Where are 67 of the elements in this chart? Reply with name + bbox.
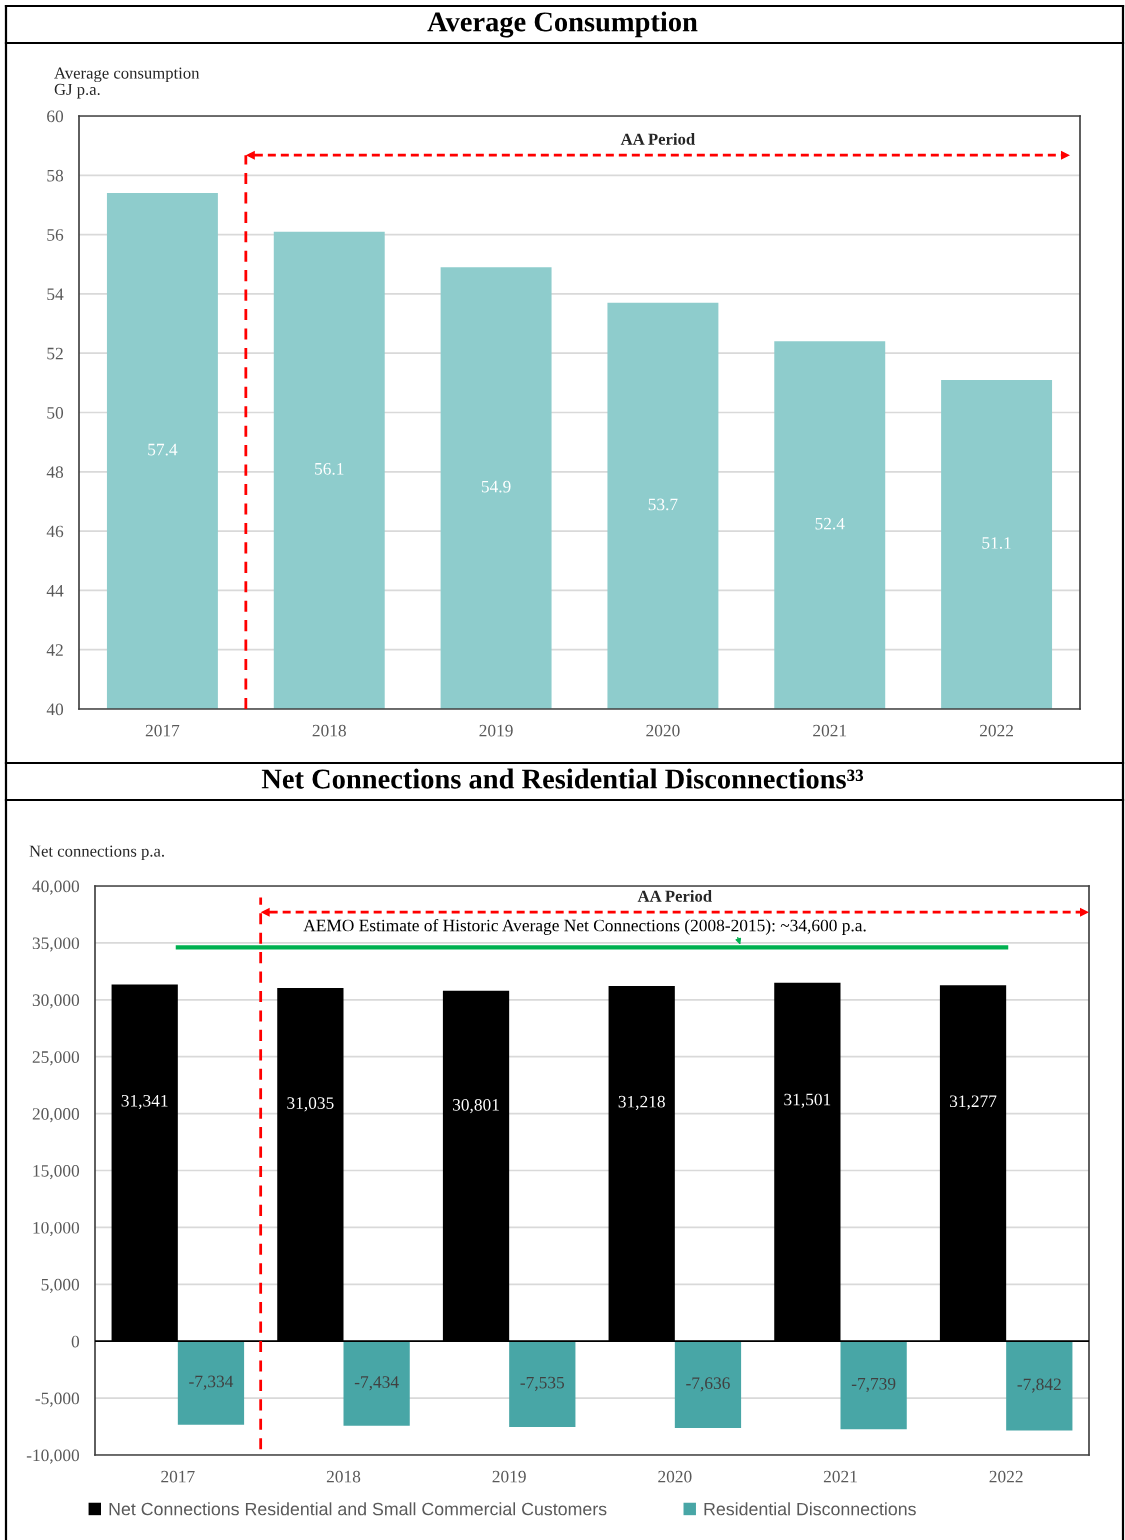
data-label: -7,334: [189, 1375, 234, 1390]
data-label: 31,341: [121, 1094, 168, 1110]
data-label: 31,277: [949, 1095, 997, 1110]
legend-label: Residential Disconnections: [704, 1502, 916, 1516]
data-label: -7,636: [686, 1377, 730, 1392]
bar: [674, 1341, 742, 1429]
data-label: 52.4: [815, 517, 845, 530]
x-tick-label: 2022: [989, 1470, 1023, 1483]
bar: [343, 1341, 410, 1426]
x-tick-label: 2017: [161, 1470, 195, 1483]
chart-title: Net Connections and Residential Disconnections³³: [261, 768, 864, 789]
x-tick-label: 2020: [646, 724, 680, 737]
y-tick-label: 25,000: [32, 1051, 80, 1066]
data-label: 51.1: [982, 537, 1011, 549]
x-tick-label: 2018: [312, 724, 346, 737]
y-tick-label: 50: [47, 406, 64, 419]
legend-label: Net Connections Residential and Small Commercial Customers: [109, 1502, 607, 1516]
y-tick-label: 40: [46, 703, 64, 716]
data-label: -7,535: [520, 1376, 565, 1391]
y-tick-label: 44: [46, 584, 64, 597]
y-axis-title: Average consumption GJ p.a.: [54, 67, 200, 99]
bar: [509, 1341, 576, 1427]
y-tick-label: 20,000: [32, 1108, 80, 1123]
y-tick-label: 54: [47, 288, 64, 301]
data-label: 53.7: [648, 498, 678, 511]
chart-title: Average Consumption: [427, 11, 698, 38]
y-tick-label: -10,000: [26, 1449, 80, 1464]
data-label: 54.9: [481, 480, 511, 493]
y-tick-label: 5,000: [41, 1278, 80, 1293]
y-tick-label: 40,000: [32, 880, 80, 895]
y-tick-label: 60: [47, 110, 64, 123]
bar: [1006, 1341, 1073, 1431]
y-tick-label: 10,000: [33, 1221, 80, 1237]
data-label: 31,218: [618, 1095, 665, 1111]
data-label: 56.1: [315, 463, 344, 475]
annotation: AA Period: [637, 890, 712, 902]
data-label: -7,739: [851, 1377, 896, 1393]
y-tick-label: 15,000: [33, 1164, 80, 1180]
data-label: 31,035: [287, 1097, 334, 1112]
x-tick-label: 2019: [479, 724, 513, 737]
y-tick-label: 48: [46, 466, 64, 478]
bar: [177, 1341, 245, 1425]
y-tick-label: 42: [46, 644, 63, 656]
x-tick-label: 2021: [813, 724, 847, 737]
x-tick-label: 2022: [979, 724, 1013, 737]
y-tick-label: 58: [47, 169, 64, 182]
data-label: -7,842: [1017, 1378, 1061, 1393]
x-tick-label: 2020: [658, 1470, 692, 1483]
y-tick-label: 30,000: [32, 994, 80, 1009]
y-tick-label: 56: [47, 229, 64, 241]
bar: [840, 1341, 907, 1430]
x-tick-label: 2017: [145, 724, 180, 737]
y-tick-label: 35,000: [32, 937, 80, 952]
data-label: 57.4: [148, 443, 178, 456]
data-label: 31,501: [784, 1093, 831, 1108]
y-tick-label: 46: [46, 525, 64, 538]
x-tick-label: 2018: [326, 1470, 361, 1483]
y-tick-label: 0: [71, 1335, 80, 1348]
x-tick-label: 2021: [823, 1470, 857, 1483]
y-axis-title: Net connections p.a.: [29, 845, 164, 861]
annotation: AEMO Estimate of Historic Average Net Connections (2008-2015): ~34,600 p.a.: [303, 918, 866, 935]
data-label: 30,801: [452, 1098, 499, 1114]
y-tick-label: -5,000: [35, 1392, 80, 1407]
data-label: -7,434: [354, 1376, 399, 1391]
y-tick-label: 52: [47, 347, 63, 360]
annotation: AA Period: [620, 133, 695, 145]
x-tick-label: 2019: [492, 1470, 526, 1483]
